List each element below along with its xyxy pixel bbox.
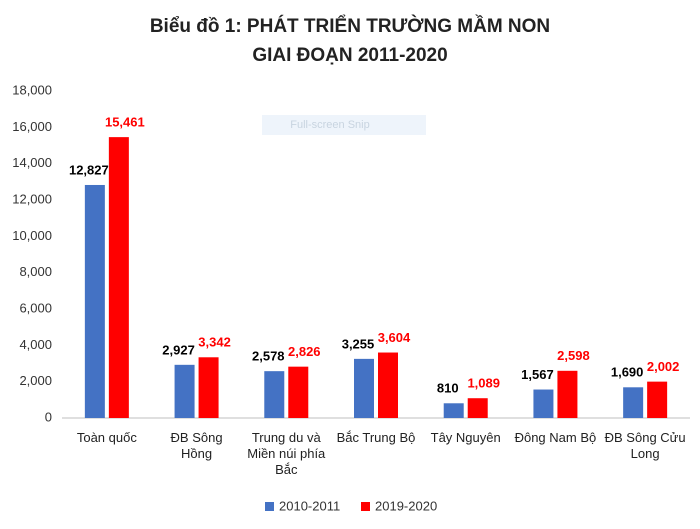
x-tick-label: Toàn quốc <box>76 430 137 445</box>
y-tick-label: 4,000 <box>19 337 52 352</box>
value-label: 2,598 <box>557 348 590 363</box>
y-tick-label: 14,000 <box>12 155 52 170</box>
bar <box>378 352 398 418</box>
value-label: 2,578 <box>252 349 285 364</box>
legend-swatch <box>265 502 274 511</box>
x-tick-label: Trung du và Miền núi phía Bắc <box>247 430 326 477</box>
bar <box>84 184 105 418</box>
chart-title: GIAI ĐOẠN 2011-2020 <box>252 45 447 66</box>
y-tick-label: 12,000 <box>12 191 52 206</box>
value-label: 3,255 <box>342 336 375 351</box>
bar <box>288 366 309 418</box>
x-tick-label: Bắc Trung Bộ <box>336 430 416 445</box>
value-label: 1,089 <box>467 376 500 391</box>
value-label: 3,604 <box>378 330 411 345</box>
legend-label: 2010-2011 <box>279 498 340 513</box>
bar <box>533 389 554 418</box>
y-tick-label: 10,000 <box>12 228 52 243</box>
value-label: 2,002 <box>647 359 680 374</box>
value-label: 1,690 <box>611 365 644 380</box>
bar <box>108 137 129 418</box>
x-tick-label: Tây Nguyên <box>430 430 501 445</box>
value-label: 15,461 <box>105 115 145 130</box>
bar <box>647 381 668 418</box>
x-tick-label: Đông Nam Bộ <box>514 430 597 445</box>
y-tick-label: 2,000 <box>19 373 52 388</box>
value-label: 2,826 <box>288 344 321 359</box>
value-label: 3,342 <box>198 335 231 350</box>
y-tick-label: 6,000 <box>19 300 52 315</box>
y-tick-label: 8,000 <box>19 264 52 279</box>
bar <box>443 403 464 418</box>
legend-swatch <box>361 502 370 511</box>
watermark: Full-screen Snip <box>290 119 369 131</box>
y-tick-label: 16,000 <box>12 119 52 134</box>
value-label: 810 <box>437 381 459 396</box>
y-tick-label: 0 <box>45 409 52 424</box>
bar <box>557 370 578 418</box>
bar <box>467 398 488 418</box>
watermark-box <box>262 115 426 135</box>
bar <box>354 358 374 418</box>
bar <box>264 371 285 418</box>
value-label: 12,827 <box>69 162 109 177</box>
legend-label: 2019-2020 <box>375 498 437 513</box>
y-tick-label: 18,000 <box>12 82 52 97</box>
chart-title: Biểu đồ 1: PHÁT TRIỂN TRƯỜNG MẦM NON <box>150 15 550 37</box>
x-tick-label: ĐB Sông Hồng <box>170 430 223 461</box>
bar <box>623 387 644 418</box>
bar <box>198 357 219 418</box>
value-label: 2,927 <box>162 342 195 357</box>
x-tick-label: ĐB Sông Cửu Long <box>604 430 686 461</box>
value-label: 1,567 <box>521 367 554 382</box>
bar <box>174 364 195 418</box>
